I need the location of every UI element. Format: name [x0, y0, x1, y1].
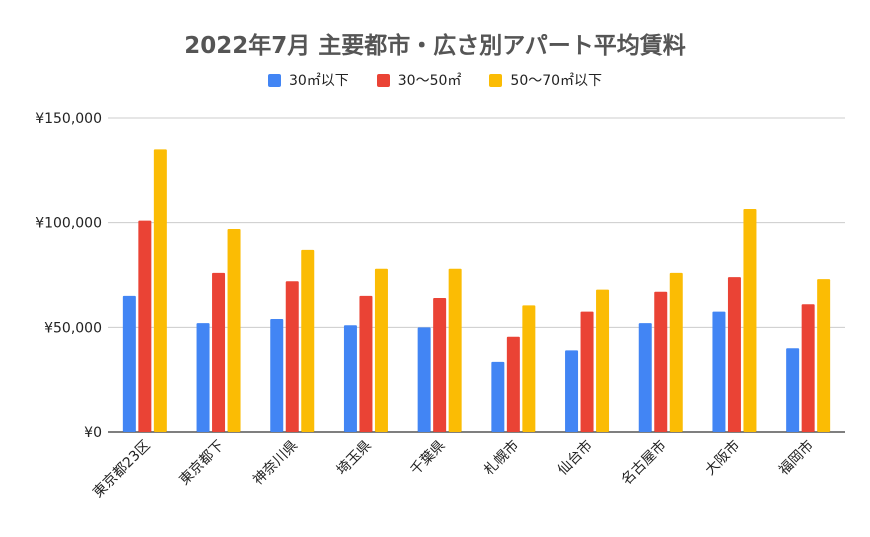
chart-title: 2022年7月 主要都市・広さ別アパート平均賃料	[184, 33, 686, 59]
bar-0-0	[122, 295, 136, 432]
bar-0-3	[343, 325, 357, 432]
x-tick-label-4: 千葉県	[407, 438, 448, 479]
x-tick-label-1: 東京都下	[176, 438, 227, 489]
bar-1-5	[506, 336, 520, 432]
legend-label-series-1: 30〜50㎡	[397, 73, 462, 89]
bar-0-5	[491, 361, 505, 432]
bar-0-8	[712, 311, 726, 432]
x-tick-label-5: 札幌市	[480, 437, 522, 479]
bar-2-3	[374, 268, 388, 432]
legend-swatch-series-0	[267, 73, 281, 87]
bar-0-9	[786, 348, 800, 432]
y-tick-label-1: ¥50,000	[44, 320, 102, 336]
legend-label-series-0: 30㎡以下	[288, 73, 349, 89]
bar-2-8	[743, 209, 757, 432]
legend-swatch-series-1	[376, 73, 390, 87]
bar-1-8	[727, 277, 741, 432]
x-tick-label-7: 名古屋市	[618, 437, 670, 489]
legend-label-series-2: 50〜70㎡以下	[510, 73, 603, 89]
bar-1-9	[801, 304, 815, 432]
bar-0-2	[270, 318, 284, 432]
x-tick-label-2: 神奈川県	[250, 438, 301, 489]
legend-item-series-1[interactable]: 30〜50㎡	[376, 70, 462, 90]
bar-1-1	[212, 272, 226, 432]
bar-1-2	[285, 281, 299, 432]
y-tick-label-2: ¥100,000	[35, 216, 102, 232]
bar-2-7	[669, 272, 683, 432]
bar-1-4	[433, 298, 447, 432]
bar-2-5	[522, 305, 536, 432]
bar-0-6	[565, 350, 579, 432]
x-tick-label-9: 福岡市	[775, 437, 817, 479]
bar-2-9	[817, 279, 831, 432]
bar-0-7	[638, 323, 652, 432]
bar-2-2	[301, 249, 315, 432]
bar-0-4	[417, 327, 431, 432]
x-tick-label-0: 東京都23区	[90, 438, 154, 502]
legend-item-series-2[interactable]: 50〜70㎡以下	[489, 70, 602, 90]
legend-item-series-0[interactable]: 30㎡以下	[267, 70, 349, 90]
bar-1-3	[359, 295, 373, 432]
x-tick-label-6: 仙台市	[554, 437, 596, 479]
x-tick-label-8: 大阪市	[702, 437, 744, 479]
bar-1-6	[580, 311, 594, 432]
y-tick-label-3: ¥150,000	[35, 111, 102, 127]
bar-1-7	[654, 291, 668, 432]
y-tick-label-0: ¥0	[84, 425, 102, 441]
legend: 30㎡以下 30〜50㎡ 50〜70㎡以下	[0, 70, 870, 90]
bar-2-6	[596, 289, 610, 432]
bar-2-1	[227, 228, 241, 432]
bar-1-0	[138, 220, 152, 432]
x-tick-label-3: 埼玉県	[334, 438, 375, 479]
legend-swatch-series-2	[489, 73, 503, 87]
bar-2-4	[448, 268, 462, 432]
bar-2-0	[153, 149, 167, 432]
bar-0-1	[196, 323, 210, 432]
